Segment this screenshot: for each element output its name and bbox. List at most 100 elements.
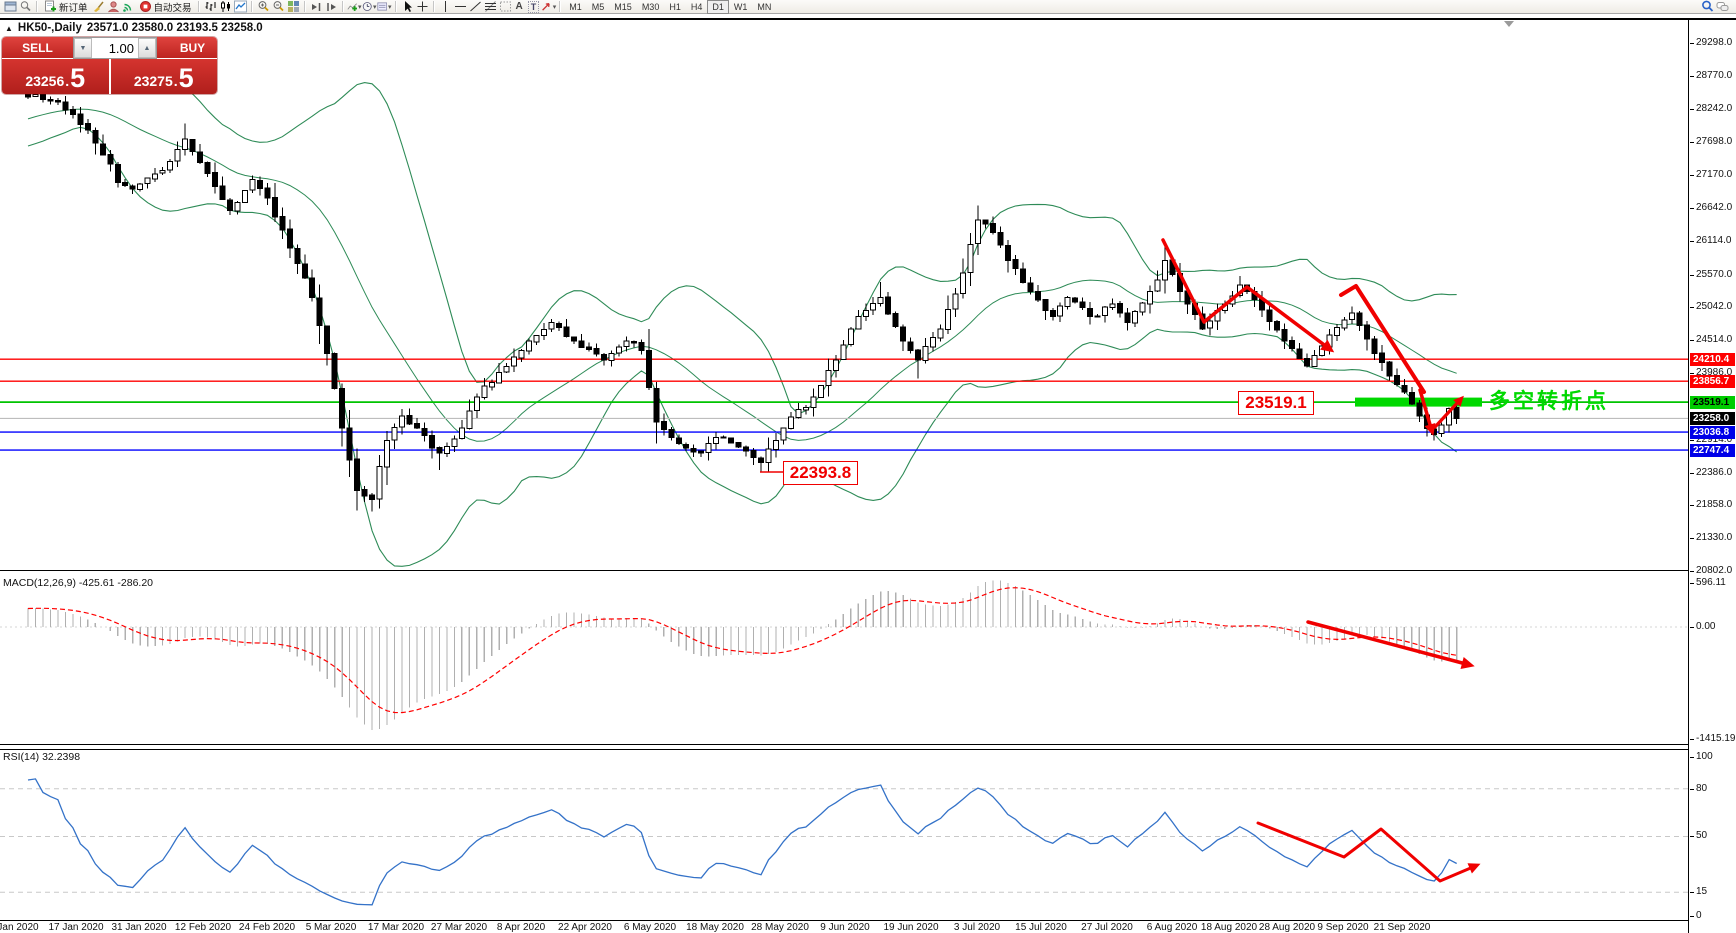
indicators-icon[interactable]: ▾ bbox=[347, 0, 362, 13]
axis-tick bbox=[1690, 505, 1694, 507]
bar-chart-icon[interactable] bbox=[203, 0, 218, 13]
axis-tick-label: 29298.0 bbox=[1696, 37, 1733, 48]
new-order-button[interactable]: 新订单 bbox=[41, 0, 91, 14]
candlestick-chart-icon[interactable] bbox=[218, 0, 233, 13]
tile-windows-icon[interactable] bbox=[286, 0, 301, 13]
date-label: 21 Sep 2020 bbox=[1373, 922, 1431, 933]
date-label: 9 Jun 2020 bbox=[820, 922, 870, 933]
auto-trading-button[interactable]: 自动交易 bbox=[136, 0, 195, 14]
collapse-arrow-icon[interactable]: ▲ bbox=[5, 23, 13, 33]
periods-icon[interactable]: ▾ bbox=[362, 0, 377, 13]
turning-point-highlight-bar[interactable] bbox=[1355, 397, 1482, 407]
chart-window-icon[interactable] bbox=[3, 0, 18, 13]
buy-price[interactable]: 23275 . 5 bbox=[110, 59, 217, 94]
axis-tick-label: 20802.0 bbox=[1696, 565, 1733, 576]
axis-tick-label: 26114.0 bbox=[1696, 234, 1732, 246]
axis-tick-label: -1415.19 bbox=[1696, 733, 1736, 744]
chart-shift-marker[interactable] bbox=[1504, 21, 1514, 27]
toolbar-separator bbox=[559, 1, 562, 12]
timeframe-d1[interactable]: D1 bbox=[707, 0, 729, 14]
trend-annotation-arrow[interactable] bbox=[1161, 238, 1335, 353]
date-label: 6 May 2020 bbox=[623, 922, 677, 933]
zoom-in-icon[interactable] bbox=[256, 0, 271, 13]
axis-tick bbox=[1690, 627, 1694, 628]
timeframe-m1[interactable]: M1 bbox=[569, 1, 582, 12]
axis-tick-label: 22914.0 bbox=[1696, 433, 1733, 445]
axis-tick-label: 27170.0 bbox=[1696, 169, 1733, 181]
price-tag-23856.7: 23856.7 bbox=[1690, 375, 1735, 388]
trend-annotation-arrow[interactable] bbox=[1433, 395, 1464, 429]
volume-increase-button[interactable]: ▲ bbox=[138, 38, 156, 58]
ohlc-values: 23571.0 23580.0 23193.5 23258.0 bbox=[86, 22, 263, 34]
arrows-icon[interactable]: ▾ bbox=[541, 0, 556, 13]
timeframe-mn[interactable]: MN bbox=[757, 1, 772, 12]
symbol-period-label: HK50-,Daily bbox=[17, 22, 82, 34]
rsi-level-lines bbox=[0, 788, 1688, 893]
text-icon[interactable]: A bbox=[515, 1, 523, 12]
horizontal-price-lines[interactable] bbox=[0, 358, 1688, 451]
turning-point-annotation[interactable]: 多空转折点 bbox=[1489, 390, 1609, 413]
history-center-icon[interactable] bbox=[91, 0, 106, 13]
signals-icon[interactable] bbox=[121, 0, 136, 13]
axis-tick bbox=[1690, 789, 1694, 790]
chart-shift-icon[interactable] bbox=[324, 0, 339, 13]
axis-tick bbox=[1690, 340, 1694, 342]
date-axis[interactable]: Jan 2020 17 Jan 2020 31 Jan 2020 12 Feb 202… bbox=[0, 920, 1689, 933]
axis-tick bbox=[1690, 571, 1694, 572]
axis-tick bbox=[1690, 583, 1694, 584]
chat-icon[interactable] bbox=[1715, 0, 1730, 13]
macd-panel bbox=[0, 575, 1688, 744]
timeframe-h1[interactable]: H1 bbox=[669, 1, 681, 12]
line-chart-icon[interactable] bbox=[233, 0, 248, 13]
sell-button[interactable]: SELL bbox=[2, 37, 73, 59]
axis-tick-label: 28770.0 bbox=[1696, 69, 1733, 81]
trend-annotation-arrow[interactable] bbox=[1306, 620, 1475, 669]
timeframe-m15[interactable]: M15 bbox=[614, 1, 632, 12]
timeframe-m30[interactable]: M30 bbox=[641, 1, 660, 12]
templates-icon[interactable]: ▾ bbox=[376, 0, 392, 13]
fibonacci-icon[interactable] bbox=[483, 0, 498, 13]
date-label: Jan 2020 bbox=[0, 922, 39, 933]
chart-title: ▲ HK50-,Daily 23571.0 23580.0 23193.5 23… bbox=[5, 22, 263, 34]
search-icon[interactable] bbox=[1700, 0, 1715, 13]
trend-annotation-arrow[interactable] bbox=[1339, 284, 1426, 394]
date-label: 28 May 2020 bbox=[751, 922, 809, 933]
price-axis[interactable]: 29298.0 28770.0 28242.0 27698.0 27170.0 26642… bbox=[1688, 20, 1736, 933]
crosshair-icon[interactable] bbox=[415, 0, 430, 13]
market-watch-icon[interactable] bbox=[106, 0, 121, 13]
level-price-callout[interactable]: 23519.1 bbox=[1238, 391, 1314, 415]
axis-tick-label: 0 bbox=[1696, 910, 1702, 921]
date-label: 18 May 2020 bbox=[686, 922, 744, 933]
buy-price-dot: . bbox=[173, 73, 178, 89]
horizontal-line-icon[interactable] bbox=[453, 0, 468, 13]
date-label: 15 Jul 2020 bbox=[1015, 922, 1067, 933]
auto-scroll-icon[interactable] bbox=[309, 0, 324, 13]
buy-button[interactable]: BUY bbox=[157, 37, 217, 59]
axis-tick bbox=[1690, 240, 1694, 242]
crosshair-preview-icon[interactable] bbox=[18, 0, 33, 13]
toolbar-separator bbox=[197, 1, 200, 12]
trend-annotation-arrow[interactable] bbox=[1256, 821, 1481, 883]
timeframe-w1[interactable]: W1 bbox=[733, 1, 748, 12]
channel-icon[interactable] bbox=[498, 0, 513, 13]
volume-decrease-button[interactable]: ▼ bbox=[74, 38, 92, 58]
sell-price[interactable]: 23256 . 5 bbox=[2, 59, 109, 94]
volume-input[interactable] bbox=[92, 38, 138, 58]
macd-indicator-label: MACD(12,26,9) -425.61 -286.20 bbox=[3, 577, 153, 589]
vertical-line-icon[interactable] bbox=[438, 0, 453, 13]
timeframe-m5[interactable]: M5 bbox=[591, 1, 605, 12]
sell-price-int: 23256 bbox=[25, 73, 65, 89]
panel-separator[interactable] bbox=[0, 744, 1689, 750]
date-label: 12 Feb 2020 bbox=[174, 922, 232, 933]
timeframe-h4[interactable]: H4 bbox=[690, 1, 703, 12]
candlesticks bbox=[25, 93, 1460, 512]
chart-window-top-border bbox=[0, 18, 1736, 20]
axis-tick-label: 22386.0 bbox=[1696, 466, 1733, 478]
cursor-icon[interactable] bbox=[400, 0, 415, 13]
low-price-callout[interactable]: 22393.8 bbox=[783, 461, 858, 485]
trend-annotation-arrow[interactable] bbox=[1418, 388, 1436, 436]
toolbar-separator bbox=[394, 1, 397, 12]
zoom-out-icon[interactable] bbox=[271, 0, 286, 13]
text-label-icon[interactable]: T bbox=[527, 0, 540, 13]
trendline-icon[interactable] bbox=[468, 0, 483, 13]
